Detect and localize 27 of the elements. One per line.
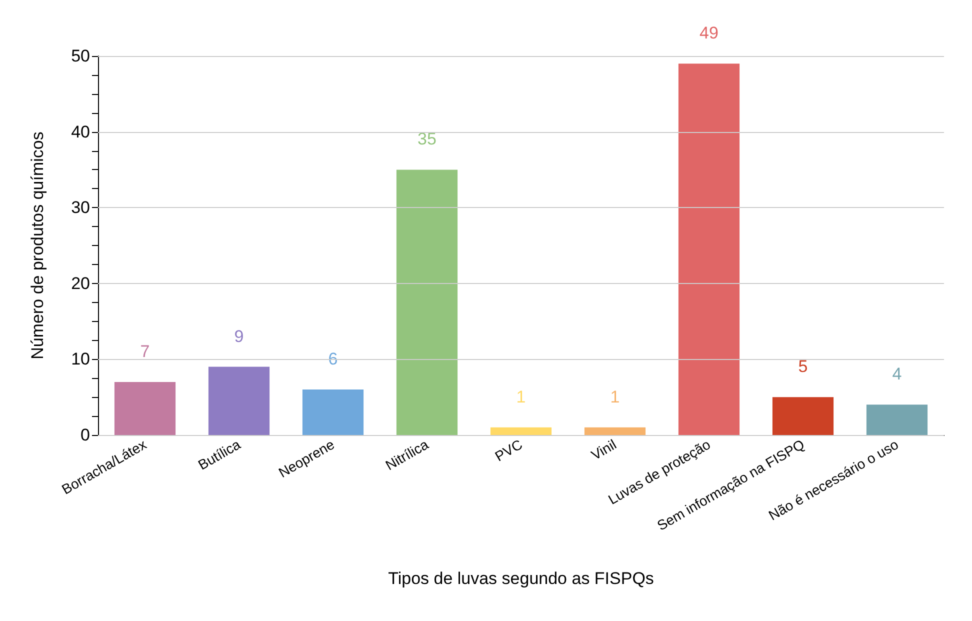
bar bbox=[584, 427, 646, 435]
data-label: 7 bbox=[140, 342, 150, 361]
y-tick-label: 30 bbox=[71, 198, 90, 218]
data-label: 1 bbox=[516, 387, 526, 406]
data-label: 9 bbox=[234, 326, 244, 346]
bar bbox=[114, 382, 176, 435]
bar bbox=[208, 366, 270, 435]
x-axis-title: Tipos de luvas segundo as FISPQs bbox=[388, 569, 654, 588]
bar bbox=[490, 427, 552, 435]
data-label: 4 bbox=[892, 364, 902, 384]
y-axis-title: Número de produtos químicos bbox=[28, 132, 47, 360]
data-label: 1 bbox=[610, 387, 620, 406]
y-tick-label: 20 bbox=[71, 274, 90, 293]
bar bbox=[772, 397, 834, 435]
bar bbox=[866, 404, 928, 435]
data-label: 49 bbox=[700, 24, 718, 43]
y-tick-label: 50 bbox=[71, 46, 90, 66]
y-tick-label: 10 bbox=[71, 350, 90, 369]
bar bbox=[678, 64, 740, 435]
bar bbox=[302, 390, 364, 435]
y-tick-label: 40 bbox=[71, 122, 90, 142]
data-label: 35 bbox=[418, 130, 436, 149]
bar bbox=[396, 170, 458, 435]
data-label: 5 bbox=[798, 357, 808, 376]
y-tick-label: 0 bbox=[80, 426, 90, 444]
x-tick-label: Vinil bbox=[588, 436, 619, 464]
x-tick-label: PVC bbox=[492, 436, 525, 464]
